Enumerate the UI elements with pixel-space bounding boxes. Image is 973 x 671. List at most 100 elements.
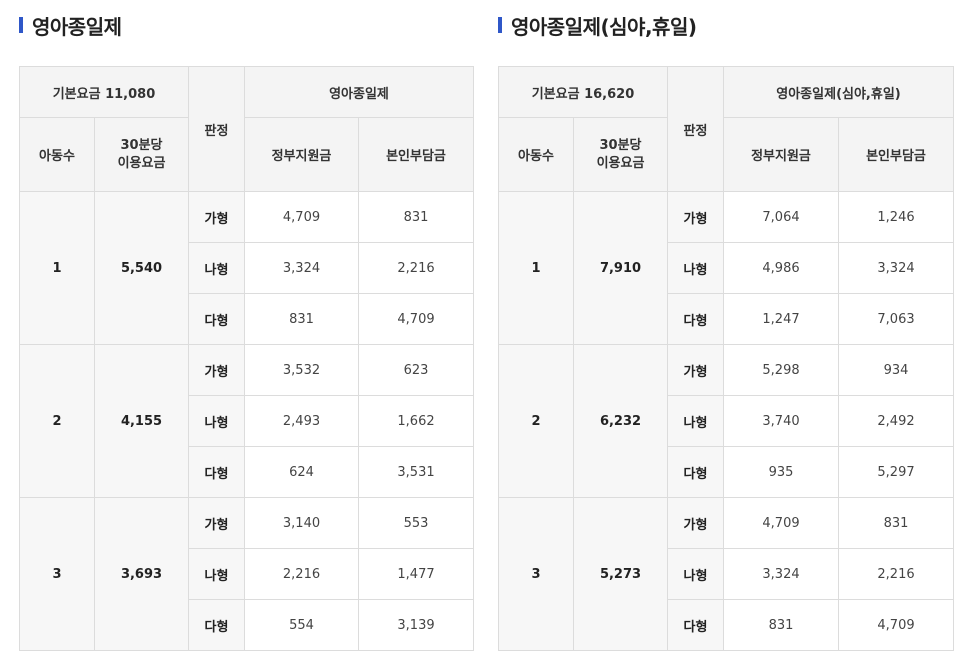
section-title-text: 영아종일제 (32, 14, 122, 39)
table-row: 나형 2,216 1,477 (20, 548, 474, 600)
grade-label: 가형 (667, 344, 724, 396)
table-row: 다형 831 4,709 (499, 599, 954, 651)
table-row: 나형 3,324 2,216 (20, 242, 474, 294)
children-count: 1 (498, 191, 574, 345)
table-row: 2 4,155 가형 3,532 623 (19, 344, 474, 498)
self-pay-value: 5,297 (838, 446, 954, 498)
rate-value: 5,540 (94, 191, 189, 345)
gov-support-value: 1,247 (723, 293, 839, 345)
table-row: 3 3,693 가형 3,140 553 (19, 497, 474, 651)
gov-support-value: 935 (723, 446, 839, 498)
table-row: 2 6,232 가형 5,298 934 (498, 344, 954, 498)
table-row: 3 5,273 가형 4,709 831 (498, 497, 954, 651)
grade-label: 가형 (188, 344, 245, 396)
table-row: 다형 1,247 7,063 (499, 293, 954, 345)
table-row: 1 7,910 가형 7,064 1,246 (498, 191, 954, 345)
title-bar-icon (19, 17, 23, 33)
section-title: 영아종일제 (19, 11, 122, 39)
rate-header-line2: 이용요금 (596, 155, 645, 171)
fee-table: 기본요금 11,080 판정 영아종일제 아동수 30분당 이용요금 정부지원금 … (19, 66, 474, 651)
gov-support-value: 3,324 (244, 242, 359, 294)
self-pay-header: 본인부담금 (838, 117, 954, 192)
gov-support-value: 831 (723, 599, 839, 651)
rate-value: 4,155 (94, 344, 189, 498)
grade-label: 가형 (188, 191, 245, 243)
grade-label: 다형 (667, 446, 724, 498)
self-pay-value: 553 (358, 497, 474, 549)
self-pay-value: 831 (358, 191, 474, 243)
self-pay-header: 본인부담금 (358, 117, 474, 192)
self-pay-value: 934 (838, 344, 954, 396)
children-count: 3 (19, 497, 95, 651)
grade-label: 나형 (188, 548, 245, 600)
rate-header-line2: 이용요금 (117, 155, 166, 171)
grade-label: 다형 (188, 599, 245, 651)
children-count: 1 (19, 191, 95, 345)
grade-label: 다형 (667, 599, 724, 651)
grade-label: 나형 (667, 548, 724, 600)
base-fee-header: 기본요금 11,080 (19, 66, 189, 118)
rate-value: 5,273 (573, 497, 668, 651)
grade-label: 나형 (667, 395, 724, 447)
gov-support-value: 5,298 (723, 344, 839, 396)
table-row: 다형 831 4,709 (20, 293, 474, 345)
children-count: 3 (498, 497, 574, 651)
table-row: 다형 554 3,139 (20, 599, 474, 651)
self-pay-value: 831 (838, 497, 954, 549)
section-title-text: 영아종일제(심야,휴일) (511, 14, 697, 39)
grade-label: 다형 (667, 293, 724, 345)
gov-support-header: 정부지원금 (244, 117, 359, 192)
self-pay-value: 4,709 (838, 599, 954, 651)
self-pay-value: 1,662 (358, 395, 474, 447)
table-row: 나형 4,986 3,324 (499, 242, 954, 294)
title-bar-icon (498, 17, 502, 33)
self-pay-value: 2,492 (838, 395, 954, 447)
table-row: 1 5,540 가형 4,709 831 (19, 191, 474, 345)
gov-support-value: 4,709 (244, 191, 359, 243)
gov-support-value: 831 (244, 293, 359, 345)
gov-support-value: 7,064 (723, 191, 839, 243)
gov-support-value: 3,140 (244, 497, 359, 549)
rate-header-line1: 30분당 (599, 137, 642, 153)
table-row: 다형 935 5,297 (499, 446, 954, 498)
fee-table: 기본요금 16,620 판정 영아종일제(심야,휴일) 아동수 30분당 이용요금… (498, 66, 954, 651)
gov-support-value: 4,709 (723, 497, 839, 549)
grade-label: 가형 (667, 191, 724, 243)
self-pay-value: 2,216 (358, 242, 474, 294)
grade-label: 가형 (667, 497, 724, 549)
table-row: 나형 3,324 2,216 (499, 548, 954, 600)
gov-support-value: 554 (244, 599, 359, 651)
grade-label: 나형 (667, 242, 724, 294)
children-header: 아동수 (19, 117, 95, 192)
grade-label: 다형 (188, 293, 245, 345)
table-row: 다형 624 3,531 (20, 446, 474, 498)
plan-header: 영아종일제(심야,휴일) (723, 66, 954, 118)
grade-label: 나형 (188, 395, 245, 447)
gov-support-value: 2,493 (244, 395, 359, 447)
judgement-header: 판정 (188, 66, 245, 192)
gov-support-value: 3,324 (723, 548, 839, 600)
section-title: 영아종일제(심야,휴일) (498, 11, 697, 39)
rate-header-line1: 30분당 (120, 137, 163, 153)
self-pay-value: 3,531 (358, 446, 474, 498)
rate-value: 6,232 (573, 344, 668, 498)
rate-value: 3,693 (94, 497, 189, 651)
gov-support-value: 3,740 (723, 395, 839, 447)
table-row: 나형 3,740 2,492 (499, 395, 954, 447)
self-pay-value: 2,216 (838, 548, 954, 600)
self-pay-value: 3,324 (838, 242, 954, 294)
grade-label: 가형 (188, 497, 245, 549)
gov-support-value: 2,216 (244, 548, 359, 600)
gov-support-value: 3,532 (244, 344, 359, 396)
self-pay-value: 623 (358, 344, 474, 396)
grade-label: 나형 (188, 242, 245, 294)
self-pay-value: 7,063 (838, 293, 954, 345)
base-fee-header: 기본요금 16,620 (498, 66, 668, 118)
plan-header: 영아종일제 (244, 66, 474, 118)
self-pay-value: 4,709 (358, 293, 474, 345)
table-row: 나형 2,493 1,662 (20, 395, 474, 447)
self-pay-value: 3,139 (358, 599, 474, 651)
rate-value: 7,910 (573, 191, 668, 345)
